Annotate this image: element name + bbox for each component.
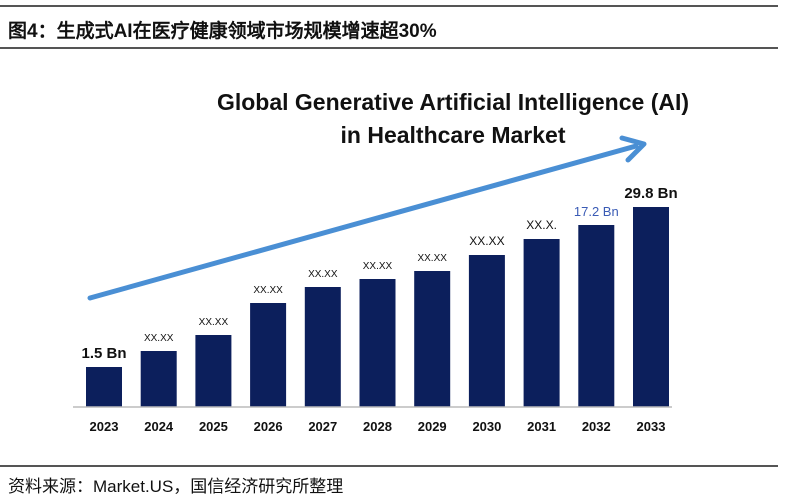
footer-rule: [0, 465, 778, 467]
data-label-2030: XX.XX: [469, 234, 504, 248]
x-tick-label-2025: 2025: [199, 419, 228, 434]
x-tick-label-2031: 2031: [527, 419, 556, 434]
bar-2023: [86, 367, 122, 407]
bar-2027: [304, 287, 341, 407]
x-tick-label-2032: 2032: [582, 419, 611, 434]
bar-2033: [633, 207, 669, 407]
figure-title: 图4：生成式AI在医疗健康领域市场规模增速超30%: [8, 21, 437, 42]
bar-2032: [578, 225, 615, 407]
bar-2024: [140, 351, 177, 407]
x-tick-label-2029: 2029: [418, 419, 447, 434]
data-label-2033: 29.8 Bn: [624, 185, 677, 202]
data-label-2032: 17.2 Bn: [574, 204, 619, 219]
data-label-2023: 1.5 Bn: [81, 345, 126, 362]
data-label-2025: XX.XX: [199, 317, 229, 328]
x-tick-label-2033: 2033: [637, 419, 666, 434]
trend-arrow: [87, 135, 647, 301]
x-tick-label-2023: 2023: [90, 419, 119, 434]
data-label-2031: XX.X.: [526, 218, 557, 232]
chart-title-line1: Global Generative Artificial Intelligenc…: [217, 89, 689, 115]
bar-2029: [414, 271, 451, 407]
bar-2028: [359, 279, 396, 407]
data-label-2027: XX.XX: [308, 269, 338, 280]
source-note: 资料来源：Market.US，国信经济研究所整理: [8, 477, 344, 496]
data-label-2024: XX.XX: [144, 333, 174, 344]
x-tick-label-2030: 2030: [472, 419, 501, 434]
bar-2030: [468, 255, 505, 407]
bar-2025: [195, 335, 232, 407]
x-tick-label-2028: 2028: [363, 419, 392, 434]
chart-title-line2: in Healthcare Market: [341, 122, 566, 148]
x-tick-label-2027: 2027: [308, 419, 337, 434]
data-label-2029: XX.XX: [417, 253, 447, 264]
data-label-2026: XX.XX: [253, 285, 283, 296]
top-rule: [0, 5, 778, 7]
bar-chart: Global Generative Artificial Intelligenc…: [73, 89, 689, 434]
bar-2031: [523, 239, 560, 407]
data-label-2028: XX.XX: [363, 261, 393, 272]
header-rule: [0, 47, 778, 49]
x-tick-label-2024: 2024: [144, 419, 174, 434]
bar-2026: [250, 303, 287, 407]
x-tick-label-2026: 2026: [254, 419, 283, 434]
